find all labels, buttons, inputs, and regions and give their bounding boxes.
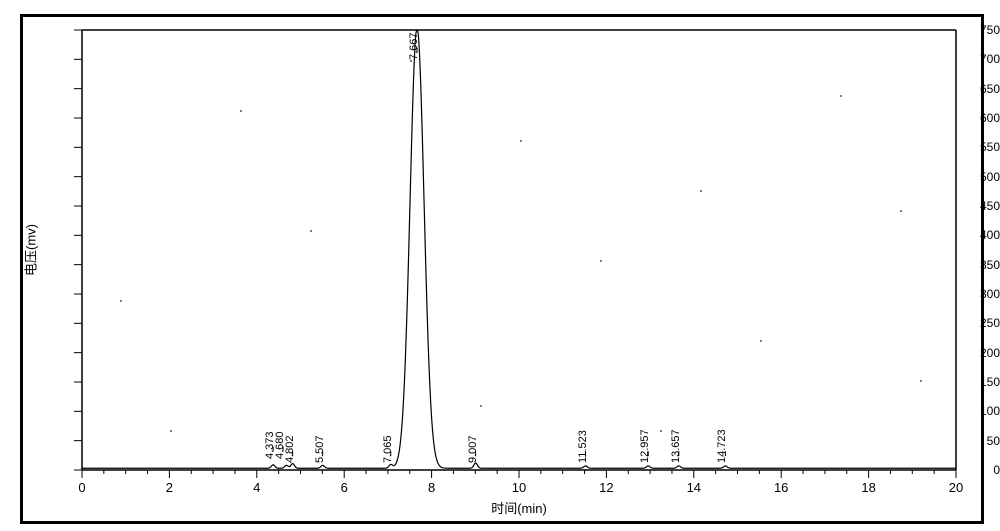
x-tick: 6 [341,480,348,495]
y-tick: 100 [930,404,1000,418]
speck [600,260,602,262]
speck [900,210,902,212]
speck [840,95,842,97]
y-tick: 550 [930,140,1000,154]
y-tick: 350 [930,258,1000,272]
x-tick: 18 [861,480,875,495]
peak-label: 5.507 [314,436,326,464]
x-tick: 20 [949,480,963,495]
y-tick: 150 [930,375,1000,389]
y-tick: 450 [930,199,1000,213]
y-tick: 300 [930,287,1000,301]
y-tick: 0 [930,463,1000,477]
speck [240,110,242,112]
peak-label: 13.657 [670,430,682,464]
y-tick: 250 [930,316,1000,330]
speck [310,230,312,232]
y-tick: 750 [930,23,1000,37]
x-tick: 14 [687,480,701,495]
speck [700,190,702,192]
speck [170,430,172,432]
peak-label: 4.802 [284,436,296,464]
y-axis-label: 电压(mv) [21,224,40,276]
peak-label: 7.065 [382,436,394,464]
speck [120,300,122,302]
y-tick: 650 [930,82,1000,96]
x-tick: 0 [78,480,85,495]
chart-svg [0,0,1000,531]
peak-label: 11.523 [577,430,589,463]
speck [760,340,762,342]
x-tick: 12 [599,480,613,495]
peak-label: 7.667 [408,32,420,60]
peak-label: 12.957 [639,430,651,464]
chart-frame: 电压(mv) 时间(min) 0501001502002503003504004… [0,0,1000,531]
speck [920,380,922,382]
y-tick: 50 [930,434,1000,448]
peak-label: 14.723 [716,430,728,464]
x-tick: 10 [512,480,526,495]
x-tick: 16 [774,480,788,495]
speck [480,405,482,407]
x-axis-label: 时间(min) [491,498,547,517]
y-tick: 200 [930,346,1000,360]
peak-label: 9.007 [467,436,479,464]
y-tick: 700 [930,52,1000,66]
x-tick: 4 [253,480,260,495]
y-tick: 400 [930,228,1000,242]
speck [410,60,412,62]
x-tick: 8 [428,480,435,495]
speck [660,430,662,432]
x-tick: 2 [166,480,173,495]
y-tick: 500 [930,170,1000,184]
speck [520,140,522,142]
y-tick: 600 [930,111,1000,125]
